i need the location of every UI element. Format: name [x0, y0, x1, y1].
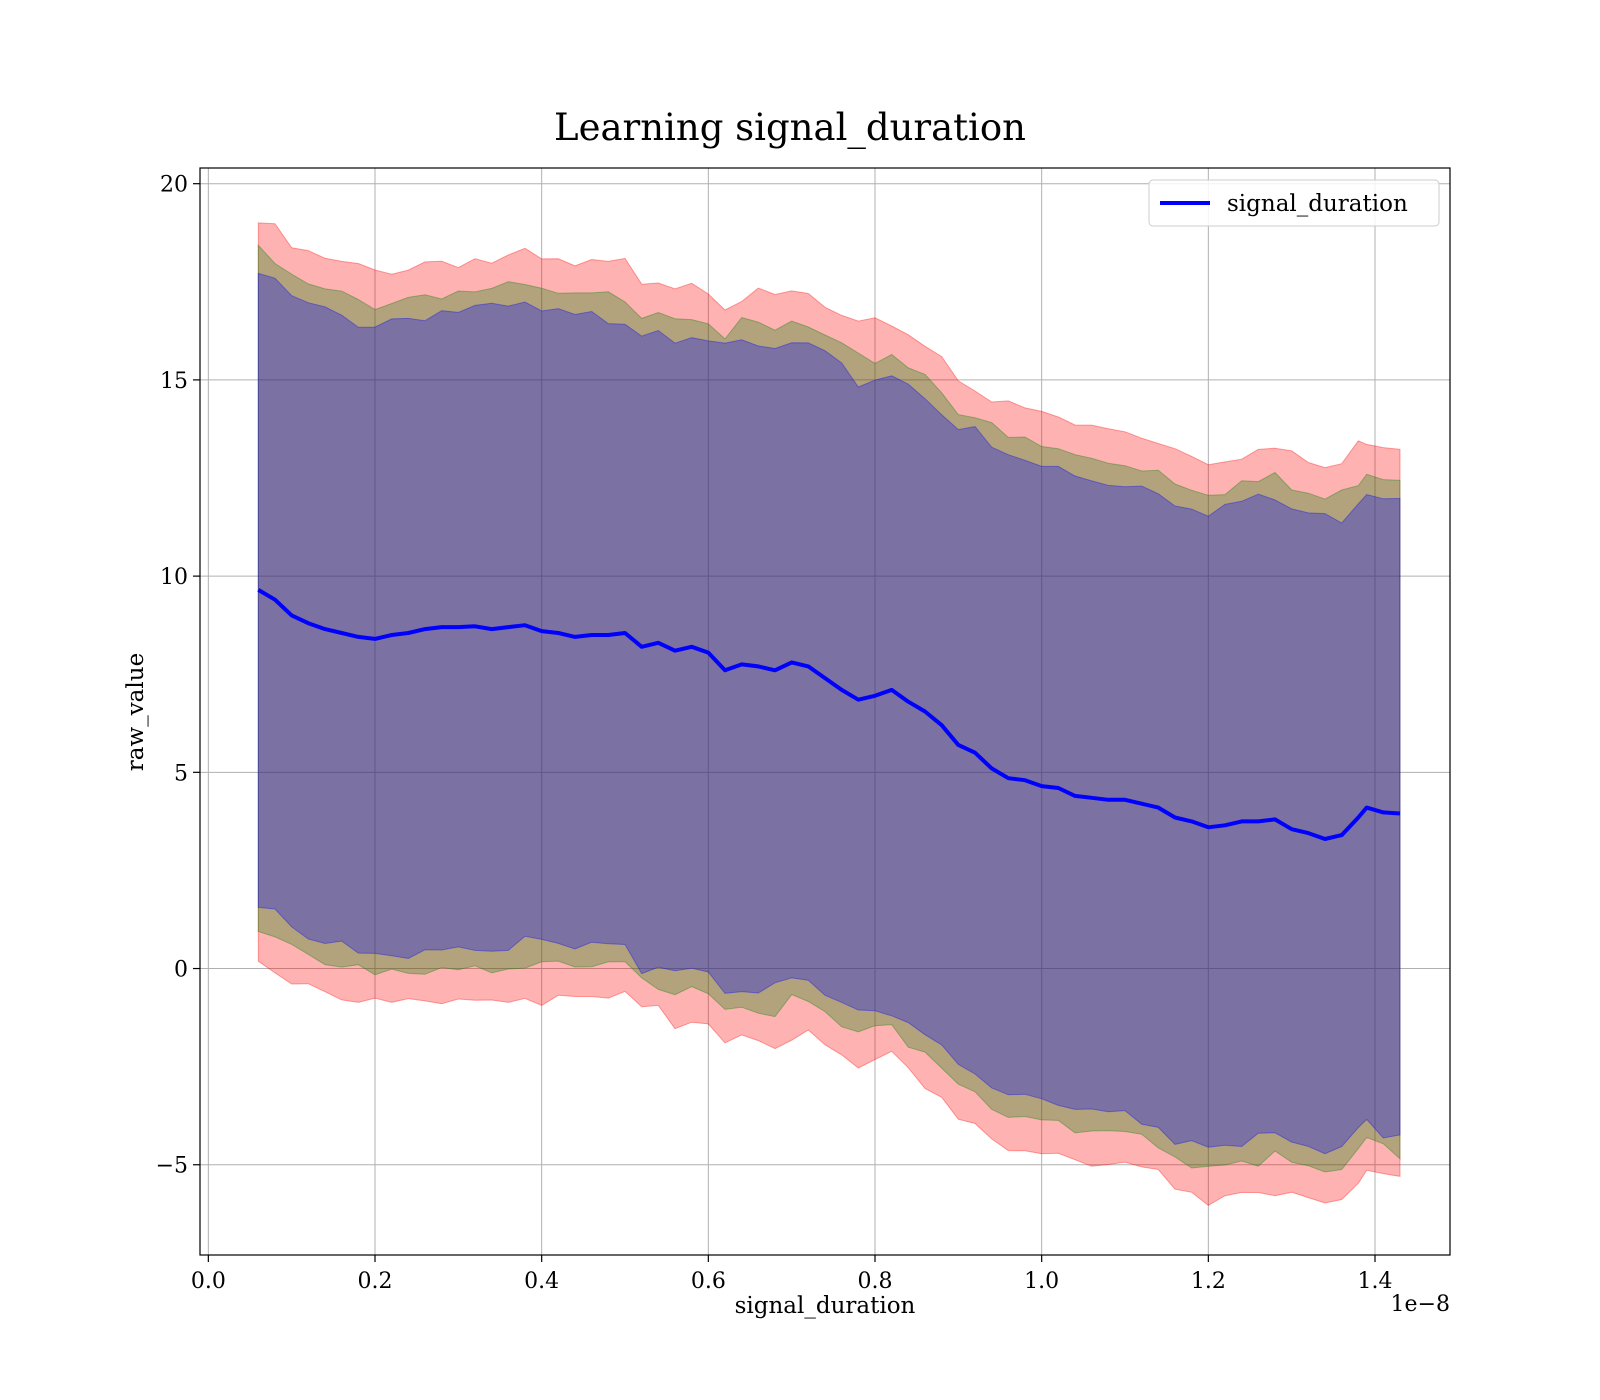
plot-area [199, 167, 1451, 1256]
confidence-bands [257, 222, 1401, 1207]
x-tick-label: 0.2 [358, 1269, 393, 1294]
confidence-band [257, 272, 1401, 1155]
series-line-signal-duration [257, 588, 1401, 841]
x-tick-label: 1.2 [1191, 1269, 1226, 1294]
x-tick-label: 0.4 [524, 1269, 559, 1294]
legend: signal_duration [1148, 179, 1440, 227]
y-tick-label: 5 [174, 761, 188, 786]
confidence-band [257, 222, 1401, 1207]
y-tick-label: 15 [160, 369, 188, 394]
y-ticks: −5 0 5 10 15 20 [156, 173, 200, 1179]
x-axis-label: signal_duration [735, 1293, 916, 1319]
legend-box [1148, 179, 1440, 227]
series-lines [257, 588, 1401, 841]
x-tick-label: 1.4 [1358, 1269, 1393, 1294]
y-tick-label: −5 [156, 1154, 188, 1179]
chart-title: Learning signal_duration [554, 106, 1026, 150]
y-tick-label: 20 [160, 173, 188, 198]
x-tick-label: 0.0 [191, 1269, 226, 1294]
x-tick-label: 1.0 [1024, 1269, 1059, 1294]
x-tick-label: 0.8 [858, 1269, 893, 1294]
x-ticks: 0.0 0.2 0.4 0.6 0.8 1.0 1.2 1.4 [191, 1255, 1393, 1294]
legend-label: signal_duration [1227, 191, 1408, 217]
confidence-band [257, 244, 1401, 1173]
y-axis-label: raw_value [123, 653, 149, 771]
x-offset-label: 1e−8 [1391, 1292, 1450, 1317]
y-tick-label: 10 [160, 565, 188, 590]
x-tick-label: 0.6 [691, 1269, 726, 1294]
y-tick-label: 0 [174, 958, 188, 983]
